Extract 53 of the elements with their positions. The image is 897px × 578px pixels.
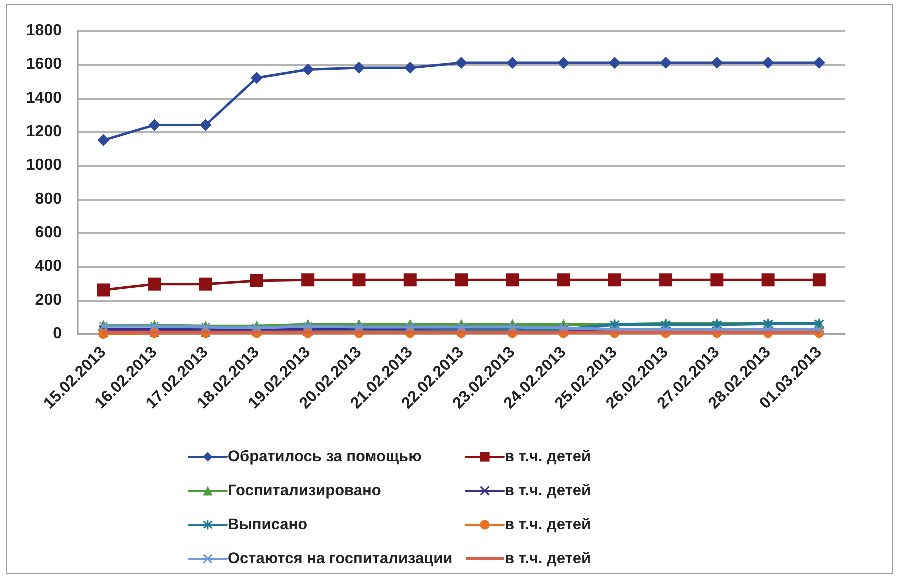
y-tick-label: 0 <box>53 326 62 342</box>
y-tick-label: 600 <box>35 224 62 242</box>
point <box>457 322 466 332</box>
point <box>199 278 212 291</box>
point <box>250 274 264 288</box>
legend-label: в т.ч. детей <box>505 516 591 534</box>
point <box>353 62 366 74</box>
point <box>304 322 313 331</box>
point <box>762 56 774 69</box>
point <box>660 56 672 69</box>
y-tick-label: 1200 <box>26 124 62 140</box>
point <box>352 274 366 287</box>
legend-label: Обратилось за помощью <box>228 448 422 466</box>
legend-label: Госпитализировано <box>228 482 382 500</box>
legend-label: Выписано <box>228 516 308 534</box>
point <box>762 274 775 287</box>
point <box>354 322 364 332</box>
point <box>98 134 110 146</box>
point <box>148 119 161 132</box>
point <box>506 56 519 69</box>
point <box>97 284 110 297</box>
point <box>711 56 724 69</box>
point <box>813 56 826 69</box>
y-tick-label: 400 <box>35 258 62 276</box>
y-tick-label: 1800 <box>26 22 62 40</box>
point <box>404 62 416 74</box>
point <box>710 274 724 287</box>
legend-label: в т.ч. детей <box>505 550 591 568</box>
legend-label: Остаются на госпитализации <box>228 550 453 568</box>
y-tick-label: 1400 <box>26 90 62 107</box>
legend-label: в т.ч. детей <box>505 448 591 466</box>
point <box>302 274 315 287</box>
point <box>558 56 570 69</box>
point <box>508 322 518 332</box>
point <box>404 274 417 287</box>
point <box>455 274 468 287</box>
point <box>557 274 570 287</box>
point <box>506 274 520 287</box>
point <box>148 278 162 291</box>
point <box>660 274 673 287</box>
point <box>608 274 622 287</box>
legend-label: в т.ч. детей <box>505 482 591 500</box>
y-tick-label: 800 <box>35 190 62 208</box>
point <box>812 274 826 287</box>
point <box>302 64 314 76</box>
point <box>608 56 621 69</box>
point <box>200 119 212 132</box>
point <box>406 322 415 332</box>
y-tick-label: 1600 <box>26 56 62 74</box>
y-tick-label: 1000 <box>26 157 62 174</box>
y-tick-label: 200 <box>35 292 62 309</box>
point <box>250 72 263 84</box>
point <box>456 56 468 69</box>
